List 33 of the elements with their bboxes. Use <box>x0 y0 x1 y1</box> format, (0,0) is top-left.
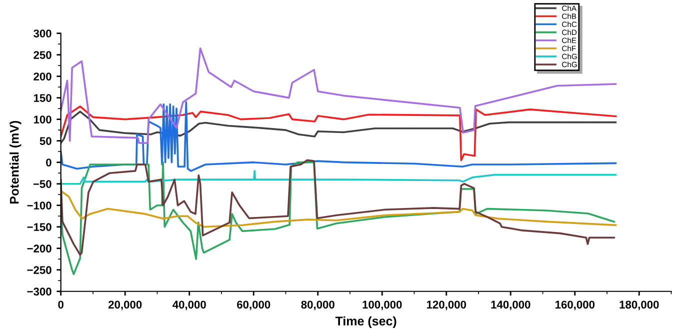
x-tick-label: 80,000 <box>301 300 334 310</box>
y-tick-label: 50 <box>40 137 52 145</box>
y-tick-label: 300 <box>34 30 52 38</box>
line-series <box>60 161 615 276</box>
y-tick-label: −200 <box>27 244 52 252</box>
x-tick-label: 160,000 <box>556 300 595 310</box>
line-series <box>60 159 615 256</box>
y-tick-label: −300 <box>27 288 52 296</box>
y-tick-label: 0 <box>46 158 52 166</box>
line-series <box>60 170 617 185</box>
line-series <box>62 191 617 228</box>
x-tick-label: 120,000 <box>426 300 466 310</box>
y-tick-label: 250 <box>34 51 52 59</box>
y-tick-label: −150 <box>27 223 52 231</box>
y-tick-label: −100 <box>27 202 52 210</box>
line-series <box>60 110 617 144</box>
y-tick-label: −50 <box>33 180 52 188</box>
x-tick-label: 140,000 <box>491 300 530 310</box>
y-tick-label: 150 <box>34 94 52 102</box>
line-series <box>60 106 617 162</box>
y-axis-title: Potential (mV) <box>10 120 22 204</box>
x-tick-label: 180,000 <box>620 300 659 310</box>
x-tick-label: 20,000 <box>108 300 142 310</box>
line-series <box>60 47 617 144</box>
y-tick-label: 200 <box>34 72 52 80</box>
x-tick-label: 60,000 <box>237 300 270 310</box>
x-axis-title: Time (sec) <box>335 316 396 328</box>
y-tick-label: 100 <box>34 116 52 124</box>
x-tick-label: 0 <box>58 300 64 309</box>
y-tick-label: −250 <box>27 266 52 274</box>
x-tick-label: 40,000 <box>172 300 206 310</box>
x-tick-label: 100,000 <box>362 300 402 310</box>
line-series <box>60 101 617 172</box>
